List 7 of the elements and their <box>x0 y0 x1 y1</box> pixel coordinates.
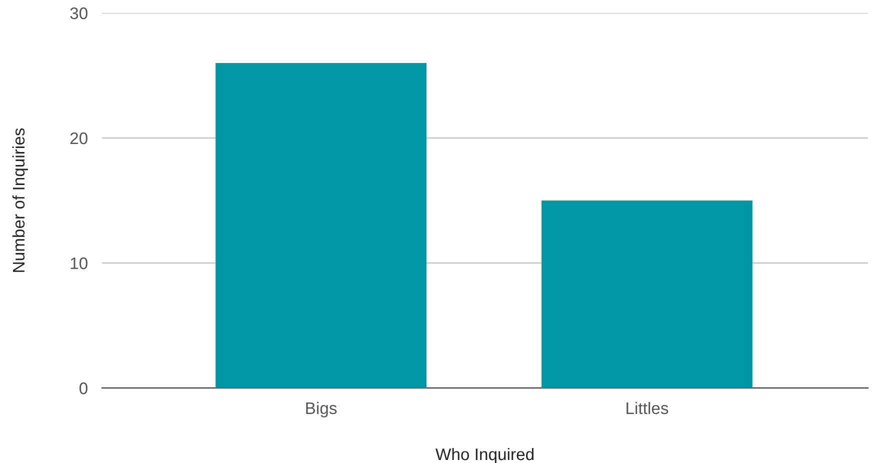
y-axis-title: Number of Inquiries <box>12 128 28 272</box>
y-tick-label: 10 <box>70 257 88 270</box>
x-tick-label: Littles <box>626 402 668 414</box>
x-tick-label: Bigs <box>306 402 337 418</box>
y-tick-label: 20 <box>70 132 88 144</box>
y-tick-label: 30 <box>70 7 88 20</box>
y-tick-label: 0 <box>79 382 88 394</box>
